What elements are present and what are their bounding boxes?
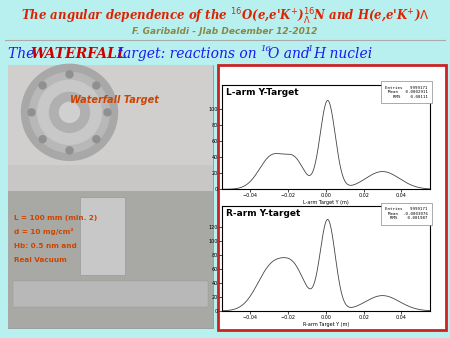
Text: 1: 1: [307, 45, 312, 53]
Text: Entries   9999171
Mean  -0.0003076
RMS    0.001987: Entries 9999171 Mean -0.0003076 RMS 0.00…: [385, 207, 428, 220]
Bar: [13, 281, 208, 307]
Circle shape: [50, 92, 90, 132]
Circle shape: [59, 102, 80, 122]
Bar: [80, 196, 125, 275]
Bar: [8, 191, 213, 328]
Circle shape: [66, 71, 73, 78]
Text: 16: 16: [260, 45, 271, 53]
Text: The: The: [8, 47, 39, 61]
Text: target: reactions on: target: reactions on: [113, 47, 261, 61]
Text: H nuclei: H nuclei: [313, 47, 372, 61]
Circle shape: [28, 109, 35, 116]
Circle shape: [22, 64, 117, 160]
Circle shape: [93, 136, 100, 143]
Circle shape: [37, 80, 102, 144]
Text: L = 100 mm (min. 2): L = 100 mm (min. 2): [14, 215, 97, 220]
Bar: [8, 65, 213, 328]
Text: Real Vacuum: Real Vacuum: [14, 257, 67, 263]
Text: Hb: 0.5 nm and: Hb: 0.5 nm and: [14, 243, 77, 248]
Text: Entries   9999171
Mean   0.0002911
RMS    0.00111: Entries 9999171 Mean 0.0002911 RMS 0.001…: [385, 86, 428, 99]
Text: L-arm Y-Target: L-arm Y-Target: [226, 88, 299, 97]
Circle shape: [39, 82, 46, 89]
Circle shape: [93, 82, 100, 89]
Circle shape: [104, 109, 111, 116]
Text: The angular dependence of the $^{16}$O(e,e'K$^{+}$)$^{16}_{\Lambda}$N and H(e,e': The angular dependence of the $^{16}$O(e…: [21, 7, 429, 27]
Text: d = 10 mg/cm²: d = 10 mg/cm²: [14, 228, 73, 235]
Circle shape: [39, 136, 46, 143]
Text: O and: O and: [268, 47, 314, 61]
Text: Waterfall Target: Waterfall Target: [69, 95, 158, 105]
X-axis label: R-arm Target Y (m): R-arm Target Y (m): [303, 321, 349, 327]
Text: R-arm Y-target: R-arm Y-target: [226, 209, 301, 218]
Bar: [8, 165, 213, 191]
Text: WATERFALL: WATERFALL: [30, 47, 126, 61]
Bar: [8, 65, 213, 170]
Circle shape: [30, 72, 109, 152]
Bar: [218, 65, 446, 330]
X-axis label: L-arm Target Y (m): L-arm Target Y (m): [303, 200, 349, 205]
Circle shape: [66, 147, 73, 154]
Text: F. Garibaldi - Jlab December 12-2012: F. Garibaldi - Jlab December 12-2012: [132, 27, 318, 37]
